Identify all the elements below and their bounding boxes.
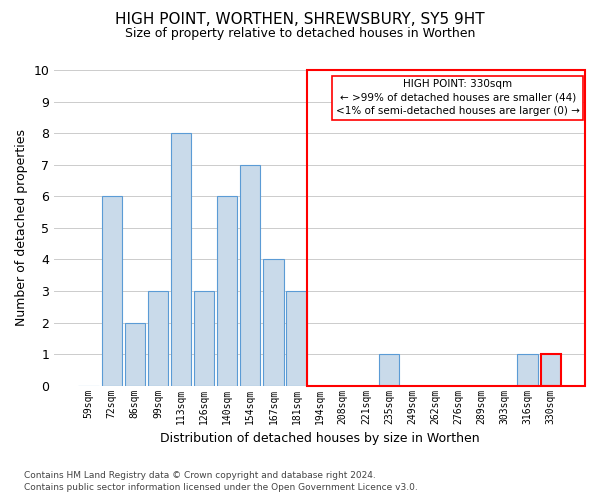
Bar [240, 164, 260, 386]
Y-axis label: Number of detached properties: Number of detached properties [15, 130, 28, 326]
Bar [101, 196, 122, 386]
Text: Contains HM Land Registry data © Crown copyright and database right 2024.: Contains HM Land Registry data © Crown c… [24, 471, 376, 480]
Text: HIGH POINT, WORTHEN, SHREWSBURY, SY5 9HT: HIGH POINT, WORTHEN, SHREWSBURY, SY5 9HT [115, 12, 485, 28]
Bar [263, 260, 284, 386]
Bar [286, 291, 307, 386]
Bar [217, 196, 238, 386]
Bar [517, 354, 538, 386]
Bar [379, 354, 399, 386]
Text: HIGH POINT: 330sqm
← >99% of detached houses are smaller (44)
<1% of semi-detach: HIGH POINT: 330sqm ← >99% of detached ho… [335, 80, 580, 116]
X-axis label: Distribution of detached houses by size in Worthen: Distribution of detached houses by size … [160, 432, 479, 445]
Bar [171, 133, 191, 386]
Bar [307, 70, 585, 386]
Bar [148, 291, 168, 386]
Bar [125, 322, 145, 386]
Text: Contains public sector information licensed under the Open Government Licence v3: Contains public sector information licen… [24, 484, 418, 492]
Bar [541, 354, 561, 386]
Text: Size of property relative to detached houses in Worthen: Size of property relative to detached ho… [125, 28, 475, 40]
Bar [194, 291, 214, 386]
